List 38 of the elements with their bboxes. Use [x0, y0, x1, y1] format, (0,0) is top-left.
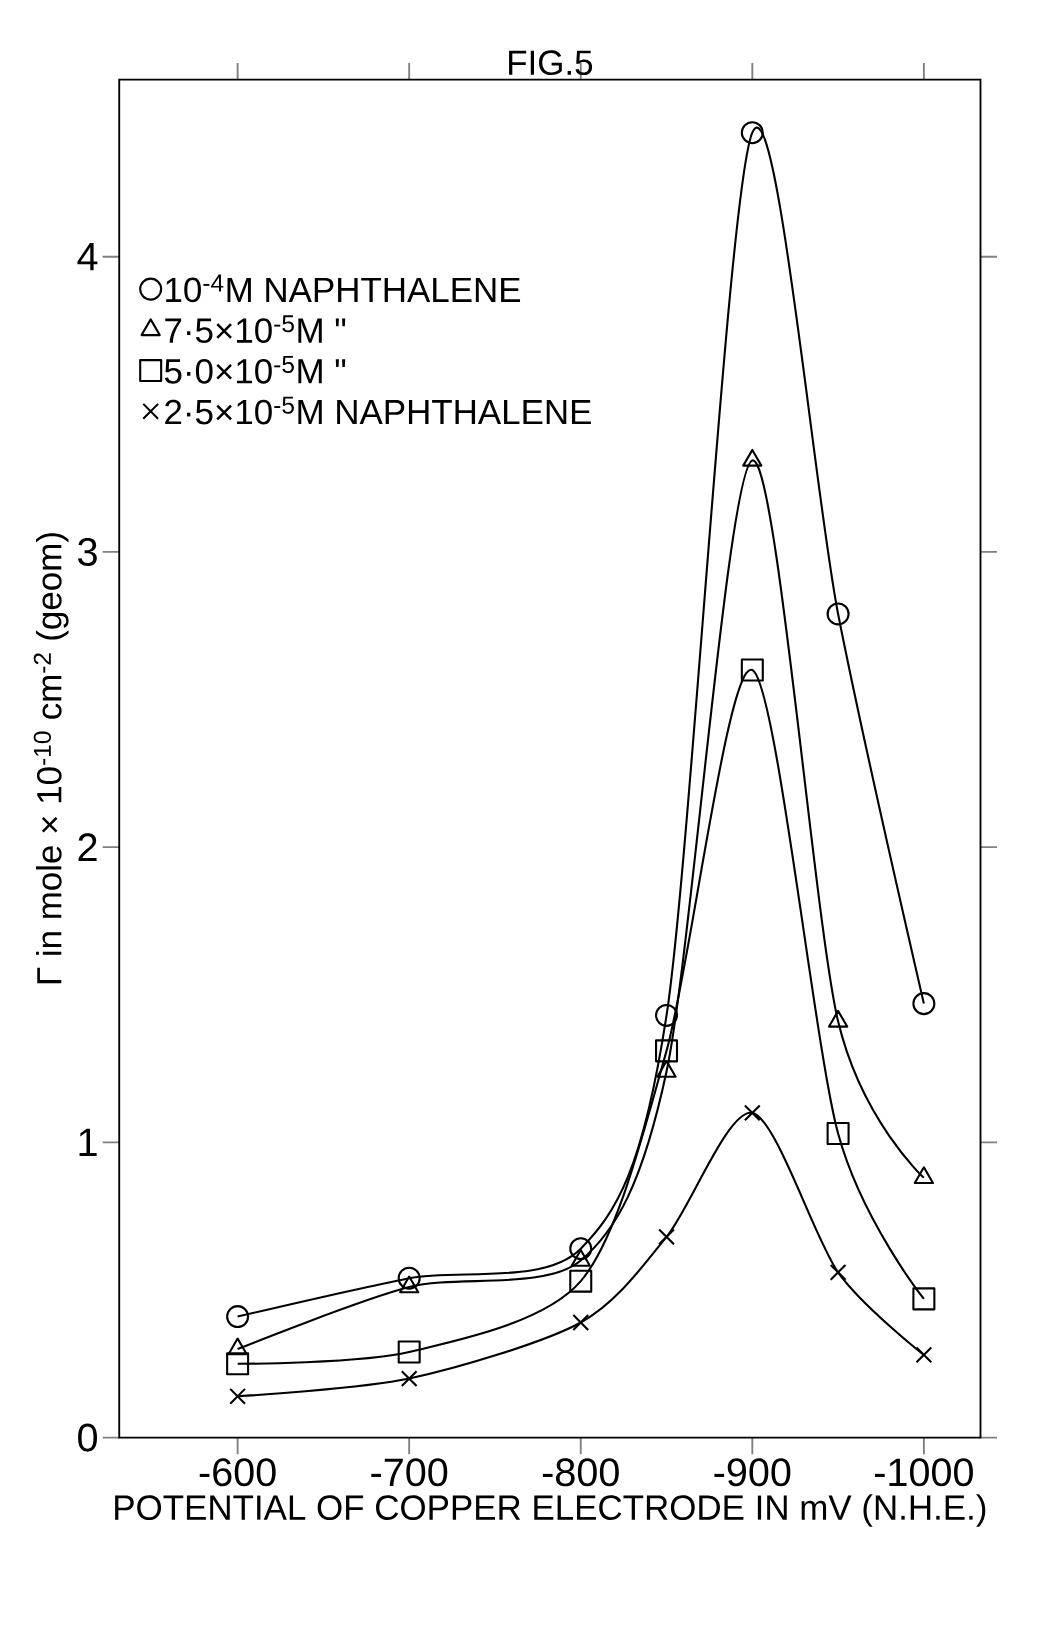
point — [912, 1287, 936, 1311]
point — [912, 992, 936, 1016]
x-tick-label: -1000 — [874, 1458, 973, 1487]
point — [400, 1370, 418, 1388]
point — [829, 1263, 847, 1281]
point — [229, 1387, 247, 1405]
y-tick-label: 1 — [79, 1128, 97, 1157]
chart-title: FIG.5 — [509, 50, 593, 76]
point — [654, 1003, 678, 1027]
point — [226, 1352, 250, 1376]
x-axis-title: POTENTIAL OF COPPER ELECTRODE IN mV (N.H.E.) — [115, 1494, 986, 1527]
x-tick-label: -900 — [714, 1458, 791, 1487]
point — [743, 1104, 761, 1122]
point — [915, 1346, 933, 1364]
legend-label: 10$^{-4}$M NAPHTHALENE — [166, 274, 520, 303]
y-tick-label: 4 — [77, 243, 98, 271]
point — [397, 1340, 421, 1364]
legend-label: 2·5×10$^{-5}$M NAPHTHALENE — [165, 396, 591, 425]
legend-label: 7·5×10$^{-5}$M " — [165, 315, 346, 343]
point — [397, 1266, 421, 1290]
point — [654, 1039, 678, 1063]
point — [658, 1228, 675, 1246]
point — [740, 658, 764, 682]
x-tick-label: -800 — [542, 1458, 619, 1487]
point — [226, 1305, 250, 1329]
point — [826, 1122, 850, 1146]
y-tick-label: 2 — [78, 833, 97, 861]
y-axis-title: Γ in mole × 10$^{-10}$ cm$^{-2}$ (geom) — [33, 533, 69, 984]
legend-label: 5·0×10$^{-5}$M " — [164, 356, 346, 384]
y-tick-label: 3 — [78, 537, 97, 566]
x-tick-label: -700 — [371, 1458, 448, 1487]
point — [826, 602, 850, 626]
y-tick-label: 0 — [78, 1423, 97, 1452]
point — [569, 1237, 593, 1261]
point — [740, 121, 764, 145]
point — [572, 1314, 590, 1331]
x-tick-label: -600 — [199, 1458, 276, 1487]
point — [569, 1269, 593, 1293]
